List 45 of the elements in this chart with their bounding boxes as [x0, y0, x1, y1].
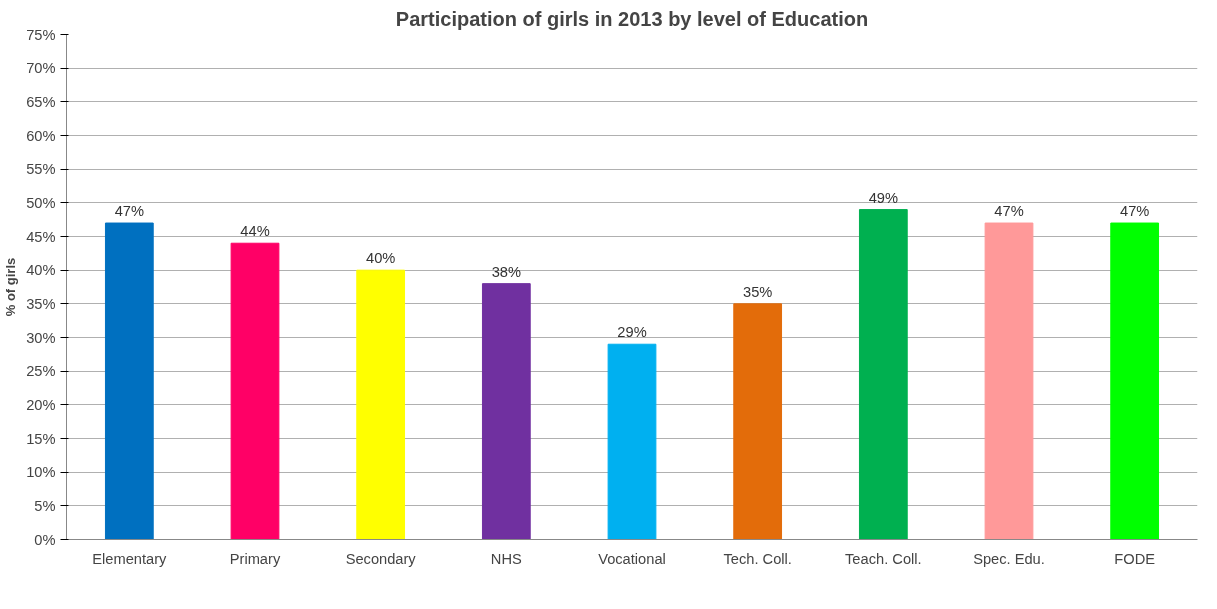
data-label: 47% — [114, 203, 145, 220]
y-tick-label: 40% — [26, 262, 56, 279]
chart-title: Participation of girls in 2013 by level of Education — [395, 7, 869, 30]
bar — [104, 222, 154, 540]
y-tick-label: 50% — [26, 194, 56, 211]
x-tick-label: Vocational — [598, 550, 666, 567]
x-tick-label: Primary — [229, 550, 281, 567]
data-label: 35% — [743, 283, 773, 300]
y-tick-label: 60% — [26, 127, 56, 144]
x-tick-label: Tech. Coll. — [723, 550, 792, 567]
y-tick-label: 5% — [34, 497, 56, 514]
y-tick-label: 30% — [26, 329, 56, 346]
data-label: 49% — [868, 189, 899, 206]
x-tick-label: Secondary — [345, 550, 417, 567]
y-tick-label: 55% — [26, 161, 56, 178]
y-tick-label: 20% — [26, 396, 56, 413]
bar — [733, 303, 783, 540]
data-label: 40% — [366, 250, 396, 267]
y-tick-label: 75% — [26, 26, 56, 43]
x-tick-label: Teach. Coll. — [845, 550, 922, 567]
x-tick-label: NHS — [490, 550, 523, 567]
y-tick-label: 70% — [26, 60, 56, 77]
bar — [356, 269, 406, 540]
y-tick-label: 65% — [26, 93, 56, 110]
data-label: 47% — [994, 203, 1024, 220]
y-tick-label: 35% — [26, 295, 56, 312]
bar — [607, 343, 657, 540]
y-tick-label: 15% — [26, 430, 56, 447]
x-tick-label: Spec. Edu. — [973, 550, 1045, 567]
bar — [230, 242, 280, 540]
bar — [984, 222, 1034, 540]
bar — [858, 209, 908, 540]
y-tick-label: 0% — [34, 531, 56, 548]
y-axis-title: % of girls — [3, 257, 19, 317]
bar — [481, 283, 531, 540]
bar — [1110, 222, 1160, 540]
data-label: 29% — [617, 324, 647, 341]
y-tick-label: 25% — [26, 363, 56, 380]
data-label: 38% — [491, 263, 522, 280]
y-tick-label: 10% — [26, 464, 56, 481]
x-tick-label: FODE — [1114, 550, 1156, 567]
data-label: 44% — [240, 223, 270, 240]
x-tick-label: Elementary — [92, 550, 168, 567]
y-tick-label: 45% — [26, 228, 56, 245]
data-label: 47% — [1120, 203, 1150, 220]
